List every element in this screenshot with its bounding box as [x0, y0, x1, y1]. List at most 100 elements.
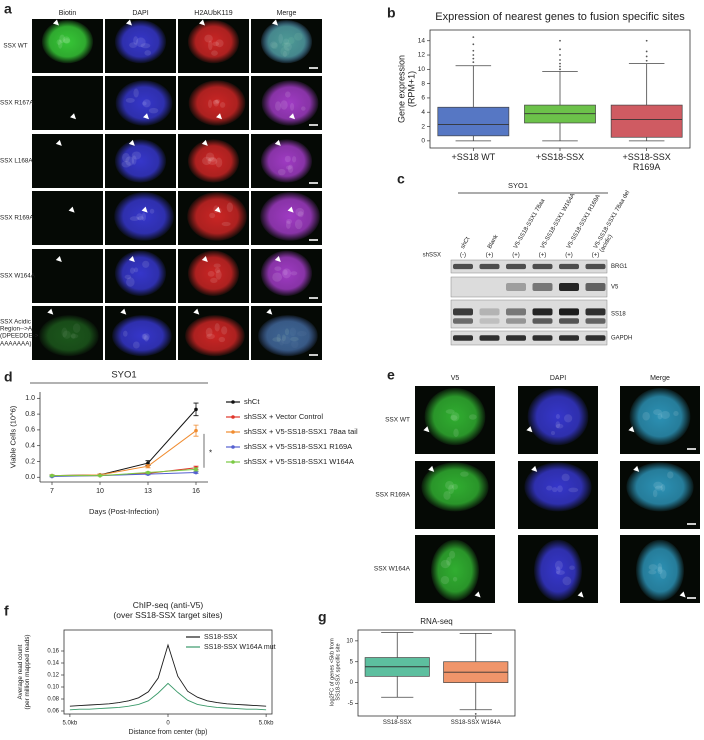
- legend-label: shSSX + V5-SS18-SSX1 78aa tail: [244, 427, 358, 436]
- nucleus-spot: [291, 341, 298, 349]
- outlier: [472, 49, 475, 52]
- arrowhead: [55, 255, 62, 262]
- lane-condition: (+): [486, 253, 494, 259]
- x-tick-label: 0: [166, 721, 170, 727]
- nucleus-spot: [280, 100, 288, 110]
- nucleus-spot: [282, 50, 287, 58]
- nucleus: [258, 315, 318, 357]
- row-label: shSSX: [423, 253, 441, 259]
- outlier: [472, 57, 475, 60]
- nucleus-spot: [210, 277, 218, 284]
- nucleus-spot: [446, 556, 452, 566]
- nucleus-spot: [133, 36, 139, 45]
- nucleus-spot: [129, 216, 140, 221]
- nucleus-spot: [272, 272, 283, 282]
- y-tick-label: 0.08: [47, 697, 59, 703]
- arrowhead: [47, 308, 54, 315]
- y-tick-label: 0: [421, 138, 425, 145]
- nucleus-spot: [284, 91, 291, 98]
- y-tick-label: 6: [421, 95, 425, 102]
- blot-band: [532, 308, 553, 316]
- nucleus-spot: [63, 38, 71, 44]
- arrowhead: [198, 19, 205, 26]
- nucleus-spot: [546, 485, 553, 491]
- outlier: [559, 39, 561, 42]
- arrowhead: [679, 591, 686, 598]
- y-tick-label: 0.6: [25, 427, 35, 434]
- micrograph: [32, 191, 103, 245]
- plot-frame: [357, 629, 516, 717]
- point: [50, 473, 54, 478]
- nucleus-spot: [206, 333, 215, 340]
- arrowhead: [143, 113, 150, 120]
- nucleus-spot: [290, 271, 298, 276]
- nucleus-spot: [648, 564, 658, 571]
- blot-strip: [450, 259, 608, 274]
- nucleus-spot: [59, 34, 66, 44]
- micrograph: [32, 76, 103, 130]
- nucleus-spot: [657, 566, 663, 575]
- arrowhead: [214, 206, 221, 213]
- nucleus-spot: [269, 41, 278, 49]
- nucleus-spot: [292, 156, 297, 163]
- nucleus: [424, 388, 486, 446]
- nucleus-spot: [148, 107, 159, 114]
- nucleus-spot: [556, 570, 565, 575]
- micrograph: [32, 249, 103, 303]
- legend-label: SS18-SSX: [204, 634, 238, 641]
- nucleus-spot: [219, 102, 226, 108]
- nucleus-spot: [297, 211, 304, 218]
- nucleus-spot: [550, 430, 556, 436]
- blot-band: [479, 263, 500, 270]
- nucleus-spot: [133, 88, 139, 98]
- lane-condition: (+): [592, 253, 600, 259]
- outlier: [472, 54, 475, 56]
- nucleus-spot: [283, 269, 288, 276]
- legend-label: shSSX + V5-SS18-SSX1 W164A: [244, 457, 354, 466]
- blot-band: [506, 318, 526, 324]
- nucleus-spot: [215, 99, 221, 104]
- nucleus-spot: [215, 39, 224, 48]
- blot-band: [453, 263, 473, 270]
- x-axis-label: Days (Post-Infection): [89, 507, 160, 516]
- nucleus-spot: [569, 565, 575, 570]
- lane-condition: (+): [512, 253, 520, 259]
- column-header: V5: [451, 375, 460, 382]
- arrowhead: [271, 19, 278, 26]
- nucleus-spot: [212, 41, 220, 47]
- nucleus-spot: [141, 212, 146, 221]
- blot-band: [585, 283, 606, 291]
- arrowhead: [216, 113, 223, 120]
- legend-marker: [231, 400, 235, 404]
- outlier: [559, 68, 561, 71]
- nucleus-spot: [70, 333, 79, 339]
- nucleus: [636, 539, 684, 601]
- point: [194, 407, 198, 412]
- blot-band: [479, 318, 500, 324]
- nucleus-spot: [213, 99, 220, 107]
- point: [146, 464, 150, 469]
- nucleus-spot: [657, 413, 663, 420]
- nucleus-spot: [129, 42, 138, 48]
- nucleus-spot: [57, 39, 63, 49]
- column-header: DAPI: [132, 10, 148, 17]
- nucleus-spot: [440, 575, 450, 585]
- y-tick-label: 8: [421, 80, 425, 87]
- nucleus-spot: [202, 156, 212, 166]
- nucleus-spot: [295, 207, 305, 217]
- nucleus-spot: [137, 216, 144, 221]
- nucleus-spot: [125, 97, 135, 103]
- nucleus: [185, 315, 245, 357]
- plot-frame: [63, 629, 273, 715]
- blot-title: SYO1: [508, 181, 528, 190]
- nucleus: [261, 80, 319, 126]
- arrowhead: [55, 139, 62, 146]
- column-header: DAPI: [550, 375, 566, 382]
- arrowhead: [68, 206, 75, 213]
- nucleus-spot: [207, 270, 215, 277]
- nucleus: [39, 315, 99, 357]
- nucleus-spot: [221, 221, 231, 227]
- nucleus-spot: [125, 156, 135, 166]
- arrowhead: [633, 465, 640, 472]
- nucleus: [115, 80, 173, 126]
